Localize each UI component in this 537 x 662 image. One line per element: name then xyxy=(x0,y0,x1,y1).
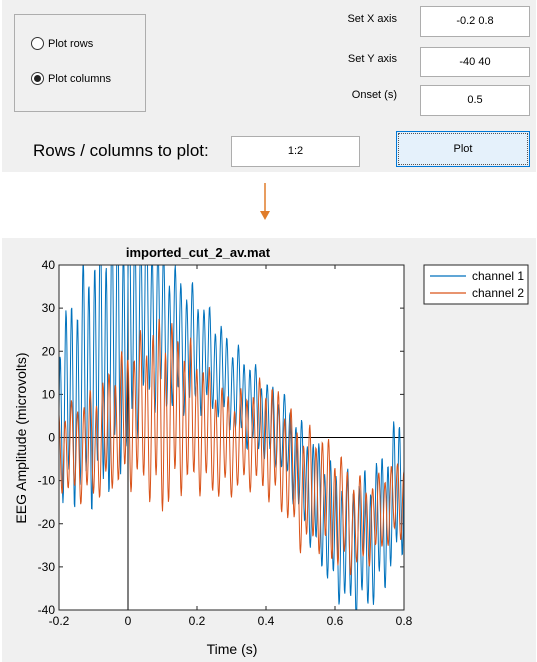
arrow-down-icon xyxy=(260,183,270,220)
radio-unchecked-icon[interactable] xyxy=(31,37,44,50)
x-tick-label: 0.2 xyxy=(189,614,206,628)
set-x-axis-input[interactable]: -0.2 0.8 xyxy=(420,6,530,37)
figure-window: imported_cut_2_av.mat -0.2 0 0.2 0.4 0.6 0.8 … xyxy=(2,238,536,662)
plot-mode-radio-group: Plot rows Plot columns xyxy=(14,14,146,112)
y-axis-label: EEG Amplitude (microvolts) xyxy=(13,352,29,523)
set-y-axis-input[interactable]: -40 40 xyxy=(420,47,530,77)
rows-columns-label: Rows / columns to plot: xyxy=(33,141,209,160)
x-axis-label: Time (s) xyxy=(207,641,258,657)
legend[interactable]: channel 1 channel 2 xyxy=(423,264,529,305)
x-tick-label: 0 xyxy=(125,614,132,628)
control-panel: Plot rows Plot columns Set X axis -0.2 0… xyxy=(2,0,536,172)
x-tick-label: 0.4 xyxy=(258,614,275,628)
y-tick-label: 0 xyxy=(48,431,55,445)
x-tick-label: 0.6 xyxy=(327,614,344,628)
plot-button[interactable]: Plot xyxy=(396,131,530,167)
y-tick-label: -30 xyxy=(38,560,56,574)
plot-columns-label: Plot columns xyxy=(48,72,111,85)
arrow-head xyxy=(260,211,270,220)
series-line-channel-1 xyxy=(59,265,404,610)
plot-frame xyxy=(58,264,405,611)
y-tick-label: 20 xyxy=(42,344,56,358)
legend-box xyxy=(423,264,529,305)
plot-rows-radio[interactable]: Plot rows xyxy=(31,37,93,50)
y-tick-labels: 40 30 20 10 0 -10 -20 -30 -40 xyxy=(38,258,56,617)
onset-label: Onset (s) xyxy=(351,89,397,101)
y-tick-label: -10 xyxy=(38,474,56,488)
y-tick-label: -20 xyxy=(38,517,56,531)
y-tick-label: -40 xyxy=(38,603,56,617)
series-group xyxy=(59,265,404,610)
x-tick-labels: -0.2 0 0.2 0.4 0.6 0.8 xyxy=(49,614,413,628)
x-tick-label: 0.8 xyxy=(396,614,413,628)
legend-label-channel-1: channel 1 xyxy=(472,269,524,283)
y-tick-label: 30 xyxy=(42,301,56,315)
rows-columns-input[interactable]: 1:2 xyxy=(231,136,360,167)
legend-label-channel-2: channel 2 xyxy=(472,286,524,300)
y-tick-label: 10 xyxy=(42,387,56,401)
plot-rows-label: Plot rows xyxy=(48,37,94,50)
radio-checked-icon[interactable] xyxy=(31,72,44,85)
chart-title: imported_cut_2_av.mat xyxy=(126,245,271,260)
y-tick-label: 40 xyxy=(42,258,56,272)
set-x-axis-label: Set X axis xyxy=(347,13,397,25)
series-line-channel-2 xyxy=(59,318,404,576)
set-y-axis-label: Set Y axis xyxy=(347,53,397,65)
x-tick-label: -0.2 xyxy=(49,614,70,628)
plot-columns-radio[interactable]: Plot columns xyxy=(31,72,111,85)
onset-input[interactable]: 0.5 xyxy=(420,85,530,116)
eeg-chart[interactable]: imported_cut_2_av.mat -0.2 0 0.2 0.4 0.6 0.8 … xyxy=(2,238,536,662)
